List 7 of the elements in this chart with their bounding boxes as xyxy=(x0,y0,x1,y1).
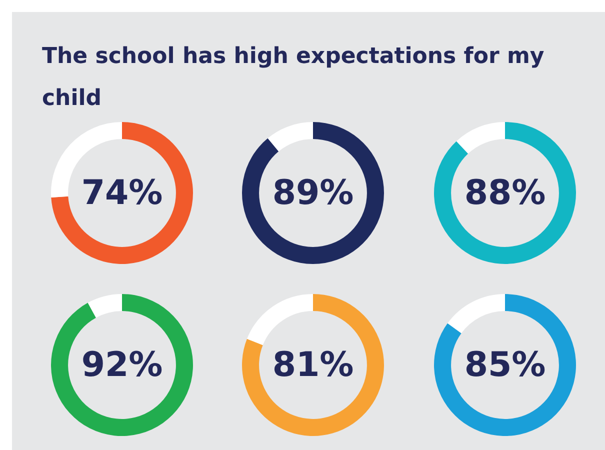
data-label: 89% xyxy=(272,172,354,213)
data-label: 88% xyxy=(464,172,546,213)
text: The school has high expectations for my child xyxy=(42,43,546,113)
data-label: 81% xyxy=(272,344,354,385)
data-label: 92% xyxy=(81,344,163,385)
data-label: 85% xyxy=(464,344,546,385)
data-label: 74% xyxy=(81,172,163,213)
